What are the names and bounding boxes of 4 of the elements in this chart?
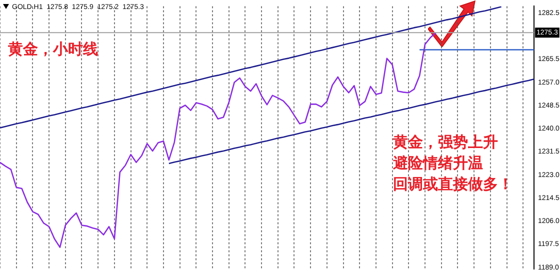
annotation: 避险情绪升温: [392, 154, 483, 172]
annotation: 回调或直接做多！: [393, 174, 513, 193]
annotation: 黄金，小时线: [7, 40, 98, 58]
annotation: 黄金，强势上升: [392, 132, 498, 151]
